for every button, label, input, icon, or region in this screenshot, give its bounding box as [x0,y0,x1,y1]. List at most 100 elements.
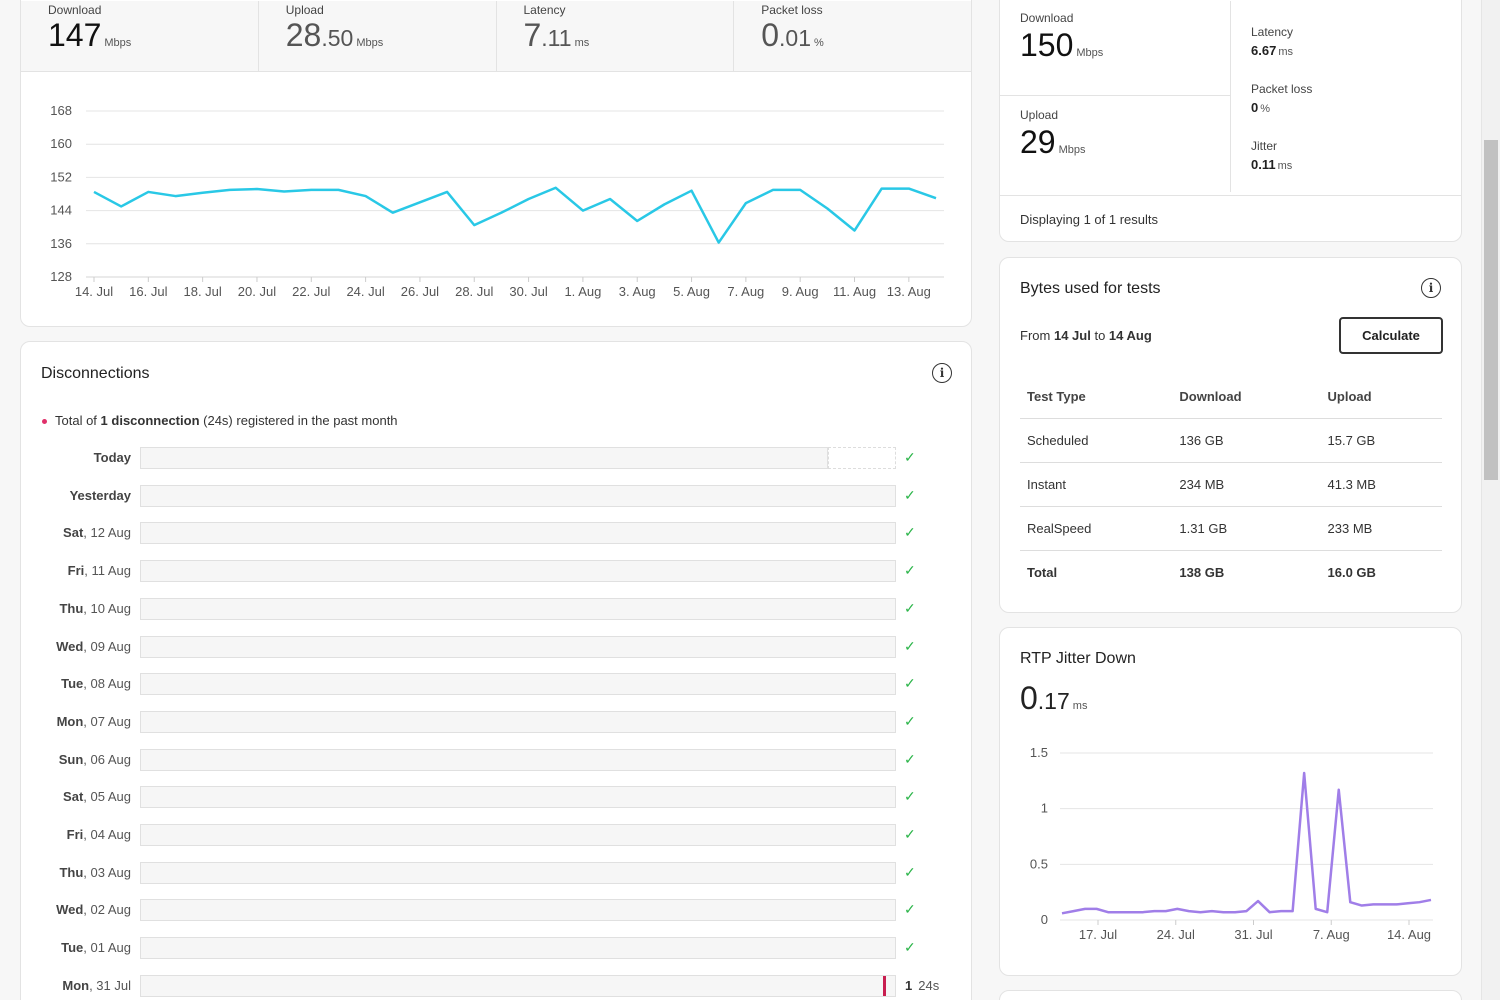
metric-label: Latency [523,3,566,17]
metric-value: 7 [523,17,542,53]
metric-unit: Mbps [104,37,132,49]
day-timeline-bar[interactable] [140,786,896,809]
summary-latency-value: 6.67 [1251,43,1277,58]
day-row[interactable]: Fri, 04 Aug ✓ [21,824,971,846]
check-icon: ✓ [904,562,916,579]
x-tick-label: 16. Jul [129,284,167,299]
day-timeline-bar[interactable] [140,635,896,658]
jitter-series-line [1061,771,1432,915]
bytes-table: Test Type Download Upload Scheduled 136 … [1020,375,1442,594]
check-icon: ✓ [904,750,916,767]
day-timeline-bar[interactable] [140,710,896,733]
speed-results-card: Download 147 Mbps Upload 28.50 Mbps Latenc… [20,0,972,327]
column-header-upload: Upload [1320,375,1442,419]
disconnection-marker[interactable] [882,975,886,996]
y-tick-label: 1.5 [1030,745,1048,760]
summary-packet-loss: Packet loss 0% [1251,82,1313,115]
rtp-title: RTP Jitter Down [1020,650,1136,667]
day-row[interactable]: Today ✓ [21,447,971,469]
x-tick-label: 24. Jul [1157,927,1195,942]
day-label: Mon, 31 Jul [62,977,131,993]
column-header-download: Download [1172,375,1321,419]
day-row[interactable]: Mon, 07 Aug ✓ [21,710,971,733]
day-timeline-bar[interactable] [140,937,896,960]
day-label: Yesterday [69,487,131,503]
day-label: Sat, 12 Aug [63,525,131,541]
day-timeline-bar[interactable] [140,484,896,507]
metric-label: Packet loss [761,3,823,17]
x-tick-label: 30. Jul [509,284,547,299]
day-timeline-bar[interactable] [140,673,896,696]
table-row: RealSpeed 1.31 GB 233 MB [1020,506,1442,551]
x-tick-label: 14. Jul [75,284,113,299]
day-label: Thu, 03 Aug [59,864,131,880]
metric-unit: % [814,37,824,49]
day-label: Tue, 01 Aug [61,940,131,956]
latest-result-summary-card: Download 150 Mbps Upload 29 Mbps Latency 6… [999,0,1462,242]
day-row[interactable]: Wed, 09 Aug ✓ [21,635,971,658]
disconnection-count: 1 24s [905,977,940,993]
check-icon: ✓ [904,599,916,616]
x-tick-label: 11. Aug [833,284,876,299]
day-row[interactable]: Yesterday ✓ [21,484,971,507]
x-tick-label: 9. Aug [782,284,819,299]
check-icon: ✓ [904,901,916,918]
disconnections-card: Disconnections i Total of 1 disconnectio… [20,341,972,1000]
day-timeline-bar[interactable] [140,861,896,884]
day-label: Thu, 10 Aug [59,600,131,616]
day-row[interactable]: Wed, 02 Aug ✓ [21,899,971,922]
day-timeline-bar[interactable] [140,447,896,469]
speed-metrics-row: Download 147 Mbps Upload 28.50 Mbps Latenc… [21,1,971,72]
check-icon: ✓ [904,675,916,692]
summary-upload-value: 29 [1020,124,1056,160]
summary-download-unit: Mbps [1076,47,1104,59]
day-timeline-bar[interactable] [140,522,896,545]
check-icon: ✓ [904,788,916,805]
summary-upload-cell: Upload 29 Mbps [1000,96,1231,192]
x-tick-label: 5. Aug [673,284,710,299]
day-timeline-bar[interactable] [140,974,896,997]
y-tick-label: 152 [50,169,72,184]
y-tick-label: 160 [50,136,72,151]
check-icon: ✓ [904,863,916,880]
day-timeline-bar[interactable] [140,560,896,583]
table-row: Scheduled 136 GB 15.7 GB [1020,418,1442,463]
next-card [999,990,1462,1000]
summary-latency: Latency 6.67 ms [1251,25,1294,58]
info-icon[interactable]: i [932,363,952,383]
day-label: Tue, 08 Aug [61,676,131,692]
check-icon: ✓ [904,826,916,842]
x-tick-label: 7. Aug [727,284,764,299]
day-row[interactable]: Sat, 05 Aug ✓ [21,786,971,809]
day-timeline-bar[interactable] [140,824,896,846]
x-tick-label: 20. Jul [238,284,276,299]
day-timeline-bar[interactable] [140,748,896,771]
day-row[interactable]: Thu, 03 Aug ✓ [21,861,971,884]
day-label: Sun, 06 Aug [58,751,131,767]
info-icon[interactable]: i [1421,278,1441,298]
day-timeline-bar[interactable] [140,899,896,922]
metric-value: 28 [285,17,322,53]
x-tick-label: 26. Jul [401,284,439,299]
x-tick-label: 14. Aug [1387,927,1431,942]
day-row[interactable]: Sun, 06 Aug ✓ [21,748,971,771]
page-scrollbar[interactable] [1481,0,1500,1000]
summary-upload-label: Upload [1020,108,1059,122]
packet-loss-metric: Packet loss 0.01% [734,1,971,71]
y-tick-label: 168 [50,103,72,118]
calculate-button[interactable]: Calculate [1339,317,1443,354]
day-row[interactable]: Thu, 10 Aug ✓ [21,597,971,620]
day-row[interactable]: Sat, 12 Aug ✓ [21,522,971,545]
day-row[interactable]: Tue, 01 Aug ✓ [21,937,971,960]
date-range-text: From 14 Jul to 14 Aug [1020,328,1152,343]
day-row[interactable]: Mon, 31 Jul 1 24s [21,974,971,997]
summary-upload-unit: Mbps [1058,144,1086,156]
bytes-title: Bytes used for tests [1020,280,1161,297]
day-row[interactable]: Tue, 08 Aug ✓ [21,673,971,696]
day-row[interactable]: Fri, 11 Aug ✓ [21,560,971,583]
rtp-jitter-chart[interactable]: 1.5 1 0.5 0 17. Jul 24. Jul 31. Jul 7. Aug 14. A… [1000,738,1462,968]
disconnections-summary: Total of 1 disconnection (24s) registere… [42,413,398,428]
day-timeline-bar[interactable] [140,597,896,620]
scrollbar-thumb[interactable] [1484,140,1498,480]
